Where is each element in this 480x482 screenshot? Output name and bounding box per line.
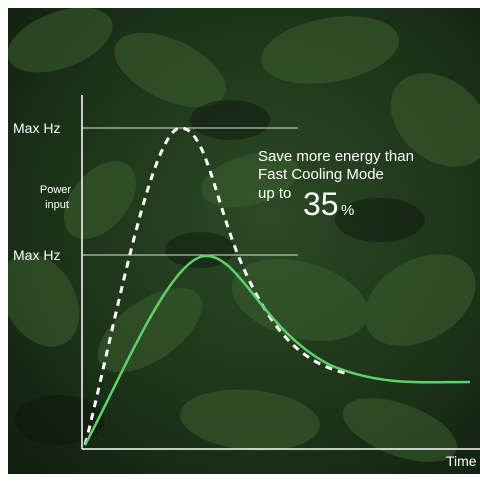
level-label: Max Hz (13, 247, 60, 263)
y-axis-label: Power input (40, 184, 74, 211)
energy-saving-curve (83, 254, 471, 446)
y-axis-label-line: input (45, 199, 69, 211)
level-label: Max Hz (13, 120, 60, 136)
callout-prefix: up to (258, 185, 291, 202)
y-axis-label-line: Power (40, 184, 72, 196)
callout-unit: % (341, 202, 354, 219)
fast-cooling-curve (83, 126, 346, 446)
callout-line: Fast Cooling Mode (258, 166, 384, 183)
x-axis-label: Time (446, 453, 477, 469)
callout-line: Save more energy than (258, 148, 414, 165)
callout-figure: 35 (303, 186, 339, 222)
